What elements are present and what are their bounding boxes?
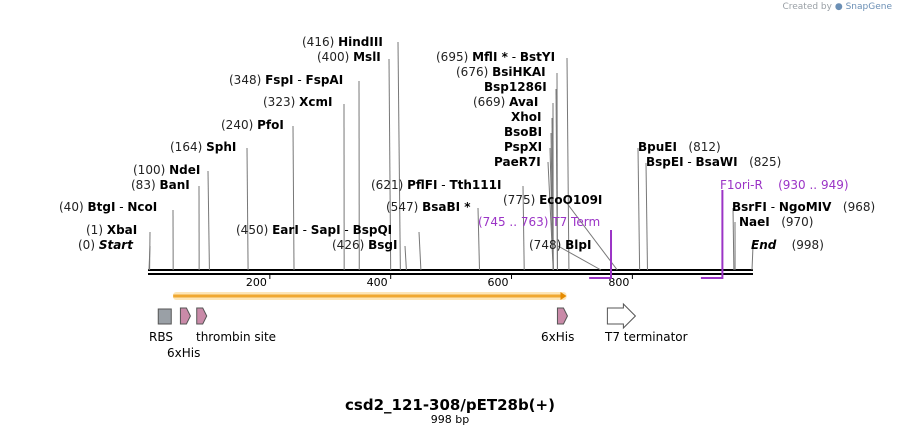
site-bani[interactable]: (83) BanI	[131, 178, 190, 192]
site-bsgi[interactable]: (426) BsgI	[332, 238, 398, 252]
site-bpuei[interactable]: BpuEI (812)	[638, 140, 721, 154]
site-pspxi[interactable]: PspXI	[504, 140, 543, 154]
site-eari-sapi-bspqi[interactable]: (450) EarI - SapI - BspQI	[236, 223, 393, 237]
snapgene-logo-icon: ●	[834, 2, 843, 12]
feature-his2-arrow	[556, 307, 569, 325]
plasmid-length: 998 bp	[430, 413, 470, 426]
feature-6xhis-label-1: 6xHis	[167, 346, 201, 360]
site-tick-mfli	[566, 57, 570, 271]
watermark-brand: SnapGene	[845, 2, 892, 12]
site-bsihkai[interactable]: (676) BsiHKAI	[456, 65, 546, 79]
site-avai[interactable]: (669) AvaI	[473, 95, 539, 109]
feature-his1-arrow	[179, 307, 191, 325]
site-bsrfi-ngomiv[interactable]: BsrFI - NgoMIV (968)	[732, 200, 876, 214]
site-bsabi[interactable]: (547) BsaBI *	[386, 200, 471, 214]
scale-tick-label-200: 200	[246, 276, 267, 289]
site-btgi-ncoi[interactable]: (40) BtgI - NcoI	[59, 200, 158, 214]
primer-t7-term-name: T7 Term	[552, 215, 601, 229]
site-pflfi-tth111i[interactable]: (621) PflFI - Tth111I	[371, 178, 502, 192]
site-bspei-bsawi[interactable]: BspEI - BsaWI (825)	[646, 155, 782, 169]
feature-rbs-label: RBS	[149, 330, 173, 344]
site-tick-pfoi	[292, 125, 295, 271]
site-ndei[interactable]: (100) NdeI	[133, 163, 201, 177]
site-tick-eari	[418, 231, 422, 271]
scale-tick-label-400: 400	[367, 276, 388, 289]
site-end[interactable]: End (998)	[751, 238, 824, 252]
snapgene-watermark: Created by ● SnapGene	[782, 2, 892, 12]
primer-f1ori-r-range: (930 .. 949)	[778, 178, 849, 192]
site-start[interactable]: (0) Start	[78, 238, 133, 252]
site-paer7i[interactable]: PaeR7I	[494, 155, 541, 169]
site-tick-bpuei	[637, 147, 641, 271]
site-tick-bspei	[645, 162, 648, 271]
site-bsobi[interactable]: BsoBI	[504, 125, 543, 139]
scale-tick-label-600: 600	[488, 276, 509, 289]
scale-tick-label-800: 800	[608, 276, 629, 289]
primer-f1ori-mark	[700, 190, 724, 279]
site-msli[interactable]: (400) MslI	[317, 50, 381, 64]
site-hindiii[interactable]: (416) HindIII	[302, 35, 383, 49]
feature-thrombin-arrow	[196, 307, 208, 325]
plasmid-title: csd2_121-308/pET28b(+)	[345, 396, 555, 414]
primer-t7-term-label[interactable]: (745 .. 763) T7 Term	[478, 215, 600, 229]
primer-t7term-mark	[589, 230, 613, 279]
feature-t7-terminator-label: T7 terminator	[605, 330, 688, 344]
primer-f1ori-r-name: F1ori-R	[720, 178, 763, 192]
site-bsp1286i[interactable]: Bsp1286I	[484, 80, 547, 94]
site-tick-blpi	[557, 245, 602, 271]
site-tick-ndei	[207, 170, 210, 271]
primer-f1ori-r-label[interactable]: F1ori-R (930 .. 949)	[720, 178, 849, 192]
site-xcmi[interactable]: (323) XcmI	[263, 95, 333, 109]
watermark-prefix: Created by	[782, 2, 832, 12]
site-tick-sphi	[246, 147, 249, 271]
site-pfoi[interactable]: (240) PfoI	[221, 118, 284, 132]
feature-rbs-box	[157, 308, 172, 325]
site-tick-bsrfi	[732, 207, 735, 271]
site-tick-ecoo109i	[565, 201, 618, 271]
feature-6xhis-label-2: 6xHis	[541, 330, 575, 344]
site-fspi-fspai[interactable]: (348) FspI - FspAI	[229, 73, 344, 87]
feature-thrombin-label: thrombin site	[196, 330, 277, 344]
site-mfli-bstyi[interactable]: (695) MflI * - BstYI	[436, 50, 556, 64]
site-ecoo109i[interactable]: (775) EcoO109I	[503, 193, 603, 207]
site-xbai[interactable]: (1) XbaI	[86, 223, 138, 237]
site-blpi[interactable]: (748) BlpI	[529, 238, 592, 252]
site-tick-pflfi	[522, 185, 525, 271]
site-tick-bsgi	[404, 245, 407, 271]
primer-t7-term-range: (745 .. 763)	[478, 215, 549, 229]
site-xhoi[interactable]: XhoI	[511, 110, 542, 124]
site-tick-hindiii	[397, 41, 401, 271]
site-sphi[interactable]: (164) SphI	[170, 140, 237, 154]
feature-t7-terminator-arrow	[606, 302, 637, 330]
site-tick-msli	[388, 58, 392, 271]
site-tick-bsabi	[477, 207, 481, 271]
site-tick-end	[751, 245, 754, 271]
site-naei[interactable]: NaeI (970)	[739, 215, 814, 229]
feature-orf-arrowhead	[560, 292, 567, 300]
